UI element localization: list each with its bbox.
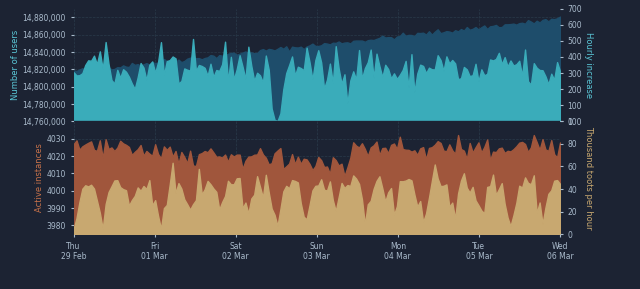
Y-axis label: Hourly increase: Hourly increase bbox=[584, 32, 593, 98]
Y-axis label: Active instances: Active instances bbox=[35, 143, 44, 212]
Y-axis label: Number of users: Number of users bbox=[10, 30, 20, 100]
Y-axis label: Thousand toots per hour: Thousand toots per hour bbox=[584, 126, 593, 229]
